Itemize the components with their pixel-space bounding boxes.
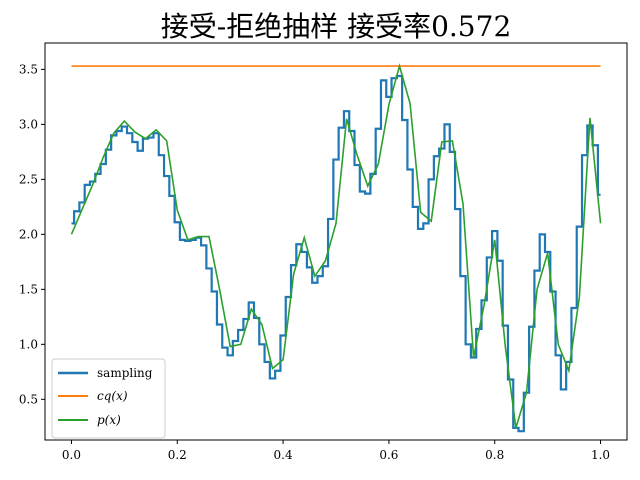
x-tick-label: 0.0: [62, 448, 81, 462]
y-tick-label: 2.0: [19, 227, 38, 241]
plot-frame: [44, 42, 628, 441]
y-tick-label: 3.5: [19, 62, 38, 76]
x-tick-label: 0.4: [274, 448, 293, 462]
legend-box: [51, 358, 166, 439]
y-tick-label: 0.5: [19, 392, 38, 406]
x-tick-label: 1.0: [591, 448, 610, 462]
legend-label-px: p(x): [97, 413, 121, 427]
y-tick-label: 2.5: [19, 172, 38, 186]
x-tick-label: 0.6: [379, 448, 398, 462]
x-tick-label: 0.8: [485, 448, 504, 462]
legend-label-sampling: sampling: [97, 366, 153, 380]
chart-title: 接受-拒绝抽样 接受率0.572: [161, 10, 512, 43]
x-tick-label: 0.2: [168, 448, 187, 462]
series-line-px: [70, 63, 602, 429]
axis-ticks: 0.0 0.2 0.4 0.6 0.8 1.0 0.5 1.0 1.5 2.0 2.5 3.0 3.5: [19, 62, 610, 462]
y-tick-label: 1.0: [19, 337, 38, 351]
legend: sampling cq(x) p(x): [51, 358, 166, 439]
y-tick-label: 1.5: [19, 282, 38, 296]
legend-label-cqx: cq(x): [97, 389, 128, 403]
plot-area: [70, 63, 602, 433]
y-tick-label: 3.0: [19, 117, 38, 131]
